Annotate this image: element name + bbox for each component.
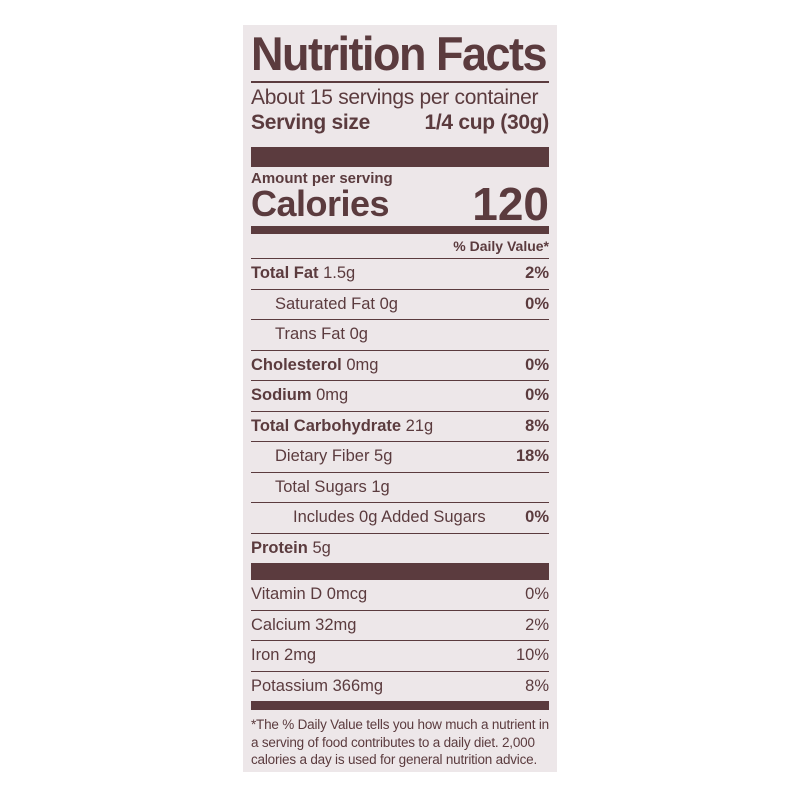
nutrient-name: Saturated Fat bbox=[275, 294, 375, 313]
nutrient-row: Sodium 0mg 0% bbox=[251, 381, 549, 412]
nutrient-row: Total Fat 1.5g 2% bbox=[251, 259, 549, 290]
nutrient-amount: 1g bbox=[371, 477, 390, 496]
nutrient-name: Protein bbox=[251, 538, 308, 557]
label-title: Nutrition Facts bbox=[251, 26, 548, 81]
nutrient-row: Dietary Fiber 5g 18% bbox=[251, 442, 549, 473]
vitamin-label: Potassium 366mg bbox=[251, 676, 384, 695]
serving-size: Serving size 1/4 cup (30g) bbox=[251, 111, 549, 135]
nutrient-amount: 0mg bbox=[316, 386, 349, 405]
nutrition-facts-label: Nutrition Facts About 15 servings per co… bbox=[243, 25, 557, 772]
serving-size-label: Serving size bbox=[251, 110, 370, 134]
nutrient-name: Dietary Fiber bbox=[275, 447, 370, 466]
footnote: *The % Daily Value tells you how much a … bbox=[251, 717, 549, 767]
nutrient-row: Trans Fat 0g bbox=[251, 320, 549, 351]
vitamin-daily-value: 2% bbox=[525, 615, 549, 634]
nutrient-row: Saturated Fat 0g 0% bbox=[251, 290, 549, 320]
thick-divider bbox=[251, 146, 549, 167]
nutrient-amount: 5g bbox=[374, 447, 393, 466]
vitamin-list: Vitamin D 0mcg 0% Calcium 32mg 2% Iron 2mg 10… bbox=[251, 580, 549, 701]
vitamin-row: Calcium 32mg 2% bbox=[251, 611, 549, 641]
nutrient-name: Total Fat bbox=[251, 264, 319, 283]
nutrient-amount: 1.5g bbox=[323, 264, 356, 283]
vitamin-label: Calcium 32mg bbox=[251, 615, 357, 634]
nutrient-label: Saturated Fat 0g bbox=[251, 295, 398, 314]
medium-divider bbox=[251, 225, 549, 234]
vitamin-row: Vitamin D 0mcg 0% bbox=[251, 580, 549, 611]
medium-divider bbox=[251, 701, 549, 710]
vitamin-row: Potassium 366mg 8% bbox=[251, 672, 549, 702]
nutrient-label: Total Sugars 1g bbox=[251, 478, 390, 497]
nutrient-row: Cholesterol 0mg 0% bbox=[251, 351, 549, 381]
calories-row: Calories 120 bbox=[251, 177, 549, 230]
vitamin-daily-value: 0% bbox=[525, 585, 549, 604]
servings-per-container: About 15 servings per container bbox=[251, 85, 539, 109]
nutrient-label: Protein 5g bbox=[251, 539, 331, 558]
nutrient-name: Includes 0g Added Sugars bbox=[293, 508, 486, 527]
nutrient-list: Total Fat 1.5g 2% Saturated Fat 0g 0% Trans … bbox=[251, 259, 549, 563]
nutrient-daily-value: 0% bbox=[525, 355, 549, 374]
nutrient-row: Total Sugars 1g bbox=[251, 473, 549, 503]
vitamin-label: Vitamin D 0mcg bbox=[251, 585, 368, 604]
vitamin-daily-value: 10% bbox=[515, 646, 549, 665]
calories-label: Calories bbox=[251, 182, 390, 224]
daily-value-header: % Daily Value* bbox=[453, 237, 549, 254]
amount-per-serving: Amount per serving bbox=[251, 169, 393, 187]
vitamin-label: Iron 2mg bbox=[251, 646, 317, 665]
nutrient-label: Sodium 0mg bbox=[251, 386, 348, 405]
nutrient-daily-value: 0% bbox=[525, 386, 549, 405]
nutrient-row: Total Carbohydrate 21g 8% bbox=[251, 412, 549, 442]
nutrient-daily-value: 0% bbox=[525, 294, 549, 313]
nutrient-amount: 5g bbox=[312, 538, 331, 557]
calories-value: 120 bbox=[472, 177, 549, 230]
nutrient-amount: 0mg bbox=[346, 355, 379, 374]
nutrient-label: Dietary Fiber 5g bbox=[251, 447, 392, 466]
nutrient-daily-value: 2% bbox=[525, 264, 549, 283]
nutrient-amount: 0g bbox=[349, 325, 368, 344]
nutrient-row: Protein 5g bbox=[251, 534, 549, 564]
nutrient-name: Cholesterol bbox=[251, 355, 342, 374]
nutrient-daily-value: 0% bbox=[525, 508, 549, 527]
divider bbox=[251, 81, 549, 83]
nutrient-label: Includes 0g Added Sugars bbox=[251, 508, 486, 527]
nutrient-name: Total Sugars bbox=[275, 477, 367, 496]
divider bbox=[251, 257, 549, 259]
nutrient-daily-value: 8% bbox=[525, 416, 549, 435]
vitamin-daily-value: 8% bbox=[525, 676, 549, 695]
nutrient-name: Sodium bbox=[251, 386, 312, 405]
nutrient-amount: 21g bbox=[405, 416, 434, 435]
nutrient-amount: 0g bbox=[379, 294, 398, 313]
nutrient-daily-value: 18% bbox=[515, 447, 549, 466]
vitamin-row: Iron 2mg 10% bbox=[251, 641, 549, 672]
nutrient-name: Trans Fat bbox=[275, 325, 345, 344]
nutrient-name: Total Carbohydrate bbox=[251, 416, 402, 435]
nutrient-label: Total Fat 1.5g bbox=[251, 264, 355, 283]
thick-divider bbox=[251, 563, 549, 580]
nutrient-label: Cholesterol 0mg bbox=[251, 356, 378, 375]
serving-size-value: 1/4 cup (30g) bbox=[424, 110, 550, 134]
nutrient-row: Includes 0g Added Sugars 0% bbox=[251, 503, 549, 534]
nutrient-label: Total Carbohydrate 21g bbox=[251, 417, 433, 436]
nutrient-label: Trans Fat 0g bbox=[251, 325, 368, 344]
